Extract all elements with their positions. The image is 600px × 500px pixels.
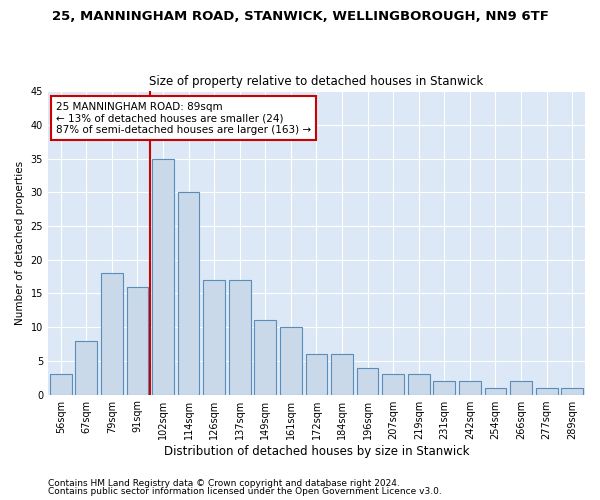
X-axis label: Distribution of detached houses by size in Stanwick: Distribution of detached houses by size …: [164, 444, 469, 458]
Bar: [127, 286, 148, 395]
Bar: [433, 381, 455, 394]
Bar: [357, 368, 379, 394]
Bar: [382, 374, 404, 394]
Bar: [562, 388, 583, 394]
Title: Size of property relative to detached houses in Stanwick: Size of property relative to detached ho…: [149, 76, 484, 88]
Bar: [408, 374, 430, 394]
Bar: [152, 158, 174, 394]
Text: Contains HM Land Registry data © Crown copyright and database right 2024.: Contains HM Land Registry data © Crown c…: [48, 478, 400, 488]
Bar: [305, 354, 328, 395]
Bar: [254, 320, 276, 394]
Bar: [331, 354, 353, 395]
Bar: [459, 381, 481, 394]
Y-axis label: Number of detached properties: Number of detached properties: [15, 161, 25, 325]
Text: 25 MANNINGHAM ROAD: 89sqm
← 13% of detached houses are smaller (24)
87% of semi-: 25 MANNINGHAM ROAD: 89sqm ← 13% of detac…: [56, 102, 311, 135]
Bar: [229, 280, 251, 394]
Text: Contains public sector information licensed under the Open Government Licence v3: Contains public sector information licen…: [48, 487, 442, 496]
Bar: [203, 280, 225, 394]
Bar: [485, 388, 506, 394]
Bar: [280, 327, 302, 394]
Bar: [50, 374, 71, 394]
Bar: [510, 381, 532, 394]
Bar: [76, 340, 97, 394]
Bar: [178, 192, 199, 394]
Text: 25, MANNINGHAM ROAD, STANWICK, WELLINGBOROUGH, NN9 6TF: 25, MANNINGHAM ROAD, STANWICK, WELLINGBO…: [52, 10, 548, 23]
Bar: [536, 388, 557, 394]
Bar: [101, 273, 123, 394]
